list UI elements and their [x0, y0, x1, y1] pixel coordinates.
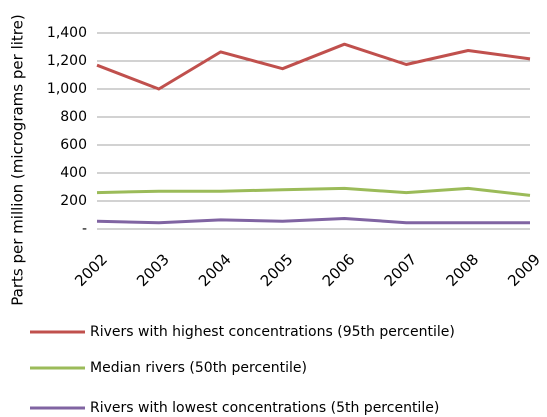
- x-tick-label: 2003: [133, 250, 173, 290]
- y-tick-label: 1,400: [47, 25, 87, 41]
- legend-label: Rivers with highest concentrations (95th…: [90, 324, 455, 340]
- y-tick-label: 1,200: [47, 53, 87, 69]
- series-line: [96, 42, 531, 91]
- legend-label: Median rivers (50th percentile): [90, 360, 307, 376]
- y-tick-label: 400: [60, 165, 87, 181]
- series-line: [96, 186, 531, 197]
- x-tick-label: 2004: [195, 250, 235, 290]
- x-tick-label: 2006: [319, 250, 359, 290]
- legend-label: Rivers with lowest concentrations (5th p…: [90, 400, 439, 416]
- y-tick-label: 600: [60, 137, 87, 153]
- y-tick-label: 800: [60, 109, 87, 125]
- y-axis-label: Parts per million (micrograms per litre): [9, 14, 27, 305]
- series-line: [96, 217, 530, 225]
- y-tick-label: 200: [60, 193, 87, 209]
- y-tick-label: 1,000: [47, 81, 87, 97]
- y-tick-label: -: [82, 221, 87, 237]
- x-tick-label: 2007: [381, 250, 421, 290]
- x-tick-label: 2008: [442, 250, 482, 290]
- x-tick-label: 2009: [504, 250, 544, 290]
- x-tick-label: 2005: [257, 250, 297, 290]
- x-tick-label: 2002: [71, 250, 111, 290]
